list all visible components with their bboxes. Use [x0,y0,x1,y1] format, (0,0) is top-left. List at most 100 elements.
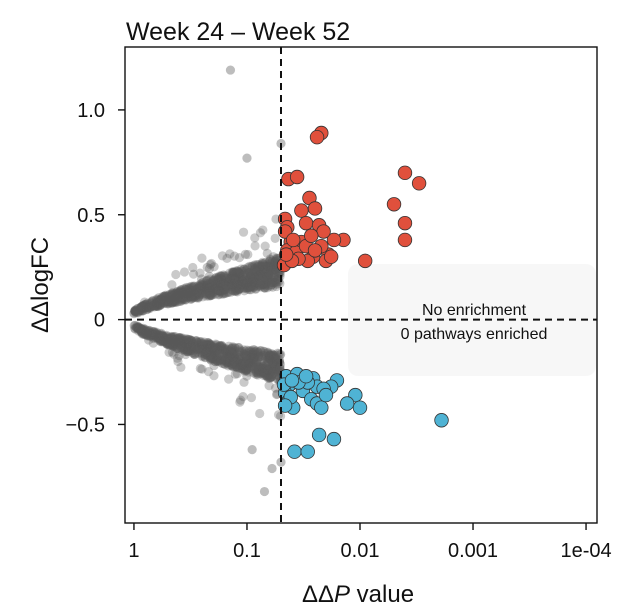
nonsig-point [271,281,282,292]
nonsig-point [131,308,141,318]
nonsig-point [163,336,173,346]
nonsig-point [136,325,146,335]
nonsig-point [184,291,194,301]
nonsig-point [243,249,253,260]
nonsig-point [163,299,173,309]
nonsig-point [242,153,252,163]
nonsig-point [181,289,191,299]
nonsig-point [247,354,257,364]
nonsig-point [246,276,256,286]
nonsig-point [216,284,226,294]
nonsig-point [162,339,172,349]
nonsig-point [218,289,228,299]
nonsig-point [181,349,191,360]
x-axis-label: ΔΔP value [302,581,414,608]
nonsig-point [191,290,201,301]
nonsig-point [179,284,189,294]
nonsig-point [214,271,225,281]
nonsig-point [266,259,276,269]
nonsig-point [177,295,187,306]
nonsig-point [133,323,143,333]
nonsig-point [261,365,271,375]
nonsig-point [168,334,178,344]
nonsig-point [173,333,184,343]
nonsig-point [209,286,220,296]
nonsig-point [264,259,274,269]
nonsig-point [217,282,228,292]
nonsig-point [151,332,162,342]
nonsig-point [258,363,268,373]
nonsig-point [149,300,159,311]
nonsig-point [227,280,237,290]
nonsig-point [261,279,271,289]
nonsig-point [175,332,185,343]
nonsig-point [233,266,243,276]
nonsig-point [149,330,159,340]
nonsig-point [271,274,281,285]
nonsig-point [133,322,143,332]
nonsig-point [266,271,276,281]
nonsig-point [207,344,218,354]
nonsig-point [225,346,235,356]
nonsig-point [216,274,227,284]
nonsig-point [212,356,222,366]
nonsig-point [191,292,201,303]
nonsig-point [154,330,164,340]
nonsig-point [174,344,184,354]
nonsig-point [243,358,253,369]
nonsig-point [219,354,229,364]
nonsig-point [171,292,182,302]
nonsig-point [187,341,197,351]
nonsig-point [130,305,140,316]
nonsig-point [222,352,233,362]
nonsig-point [181,285,192,295]
nonsig-point [228,279,238,289]
nonsig-point [243,267,253,278]
nonsig-point [204,289,215,299]
nonsig-point [194,291,204,302]
nonsig-point [181,335,191,345]
nonsig-point [270,354,280,365]
nonsig-point [246,270,256,281]
nonsig-point [198,281,208,291]
nonsig-point [253,369,263,379]
nonsig-point [175,288,185,299]
nonsig-point [172,335,182,345]
nonsig-point [192,288,202,298]
nonsig-point [201,344,212,355]
nonsig-point [254,270,264,280]
nonsig-point [227,279,237,289]
nonsig-point [233,354,243,364]
nonsig-point [266,348,277,359]
nonsig-point [168,296,179,306]
nonsig-point [186,286,196,297]
nonsig-point [157,337,167,347]
nonsig-point [137,326,147,336]
nonsig-point [170,338,180,348]
nonsig-point [193,292,204,302]
nonsig-point [214,345,225,355]
nonsig-point [163,295,173,305]
nonsig-point [271,358,281,368]
nonsig-point [176,343,187,353]
nonsig-point [151,330,161,340]
nonsig-point [177,342,188,352]
nonsig-point [204,339,214,349]
nonsig-point [156,332,167,342]
nonsig-point [185,287,195,298]
nonsig-point [260,241,270,251]
nonsig-point [147,329,157,339]
nonsig-point [249,360,259,370]
nonsig-point [261,257,271,267]
nonsig-point [217,289,227,299]
nonsig-point [136,324,146,334]
nonsig-point [162,339,172,349]
nonsig-point [134,322,144,332]
nonsig-point [265,352,275,362]
nonsig-point [189,287,199,297]
nonsig-point [270,277,281,287]
nonsig-point [263,275,273,285]
nonsig-point [163,297,173,307]
nonsig-point [178,288,188,298]
nonsig-point [200,288,210,298]
